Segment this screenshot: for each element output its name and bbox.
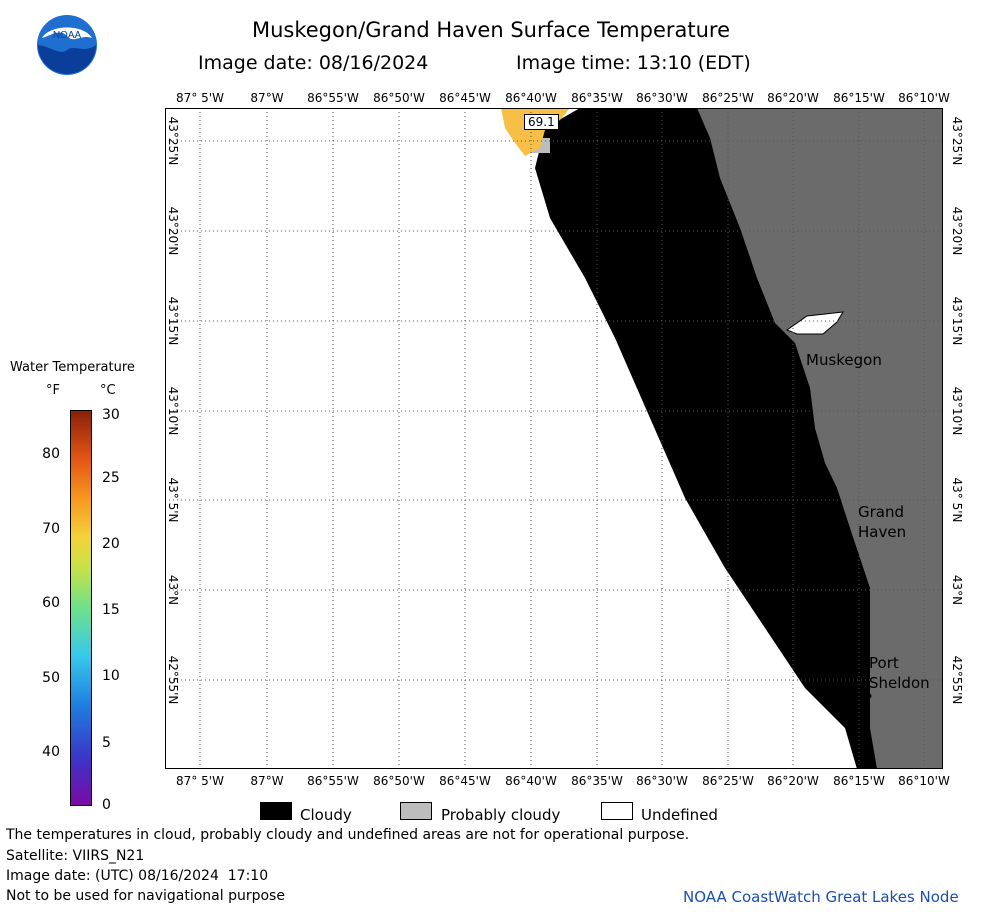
page-title: Muskegon/Grand Haven Surface Temperature — [251, 18, 731, 42]
lat-label-left: 43°N — [166, 574, 180, 606]
place-port-sheldon-1: Port — [869, 654, 899, 672]
lon-label-top: 87°W — [250, 91, 284, 105]
lon-label-bottom: 86°10'W — [898, 774, 950, 788]
legend-f-tick: 40 — [42, 744, 60, 760]
lon-label-top: 86°45'W — [439, 91, 491, 105]
key-undefined-swatch — [601, 802, 633, 820]
lon-label-top: 86°10'W — [898, 91, 950, 105]
lat-label-left: 43° 5'N — [166, 477, 180, 523]
lon-label-top: 86°25'W — [702, 91, 754, 105]
legend-title: Water Temperature — [10, 360, 135, 375]
lon-label-top: 86°55'W — [307, 91, 359, 105]
lon-label-top: 86°20'W — [767, 91, 819, 105]
lon-label-top: 86°35'W — [571, 91, 623, 105]
lat-label-right: 43°10'N — [950, 386, 964, 436]
lon-label-top: 86°50'W — [373, 91, 425, 105]
lon-label-bottom: 86°55'W — [307, 774, 359, 788]
lon-label-bottom: 86°25'W — [702, 774, 754, 788]
lon-label-bottom: 86°50'W — [373, 774, 425, 788]
place-grand-haven-2: Haven — [858, 523, 907, 541]
legend-unit-c: °C — [100, 383, 116, 398]
lon-label-bottom: 86°35'W — [571, 774, 623, 788]
place-muskegon: Muskegon — [806, 351, 882, 369]
lon-label-bottom: 86°45'W — [439, 774, 491, 788]
map-frame — [165, 108, 943, 769]
legend-unit-f: °F — [46, 383, 60, 398]
lon-label-bottom: 86°15'W — [833, 774, 885, 788]
map-svg — [165, 108, 943, 769]
key-probably-cloudy-label: Probably cloudy — [441, 806, 561, 824]
lat-label-right: 43°20'N — [950, 206, 964, 256]
legend-c-tick: 15 — [102, 602, 120, 618]
footer-utc-date: Image date: (UTC) 08/16/2024 17:10 — [6, 868, 269, 884]
place-grand-haven-1: Grand — [858, 503, 905, 521]
image-time: Image time: 13:10 (EDT) — [516, 52, 751, 74]
footer-satellite: Satellite: VIIRS_N21 — [6, 848, 145, 864]
lon-label-top: 87° 5'W — [176, 91, 224, 105]
lat-label-right: 42°55'N — [950, 655, 964, 705]
noaa-logo-text: NOAA — [53, 30, 82, 41]
lon-label-bottom: 87° 5'W — [176, 774, 224, 788]
lon-label-bottom: 86°30'W — [636, 774, 688, 788]
legend-f-tick: 80 — [42, 446, 60, 462]
lat-label-left: 43°10'N — [166, 386, 180, 436]
lon-label-bottom: 87°W — [250, 774, 284, 788]
lat-label-right: 43°N — [950, 574, 964, 606]
lon-label-bottom: 86°40'W — [505, 774, 557, 788]
image-date: Image date: 08/16/2024 — [198, 52, 429, 74]
lon-label-top: 86°30'W — [636, 91, 688, 105]
key-cloudy-label: Cloudy — [300, 806, 352, 824]
legend-f-tick: 60 — [42, 595, 60, 611]
legend-c-tick: 5 — [102, 735, 111, 751]
lat-label-left: 43°20'N — [166, 206, 180, 256]
pier — [785, 311, 844, 335]
lon-label-top: 86°40'W — [505, 91, 557, 105]
noaa-logo: NOAA — [36, 14, 98, 76]
footer-credit: NOAA CoastWatch Great Lakes Node — [683, 888, 959, 906]
legend-c-tick: 25 — [102, 470, 120, 486]
legend-c-tick: 0 — [102, 797, 111, 813]
lat-label-left: 43°15'N — [166, 296, 180, 346]
lat-label-left: 43°25'N — [166, 116, 180, 166]
lat-label-right: 43° 5'N — [950, 477, 964, 523]
cloud-area — [535, 108, 877, 769]
key-cloudy-swatch — [260, 802, 292, 820]
legend-f-tick: 70 — [42, 521, 60, 537]
temp-label: 69.1 — [528, 115, 555, 129]
footer-nav-warning: Not to be used for navigational purpose — [6, 888, 285, 904]
port-sheldon-dot — [866, 693, 872, 699]
color-scale-bar — [70, 410, 92, 806]
legend-c-tick: 10 — [102, 668, 120, 684]
temp-label-box: 69.1 — [524, 114, 559, 130]
key-undefined-label: Undefined — [641, 806, 718, 824]
lon-label-bottom: 86°20'W — [767, 774, 819, 788]
place-port-sheldon-2: Sheldon — [869, 674, 930, 692]
legend-f-tick: 50 — [42, 670, 60, 686]
legend-c-tick: 20 — [102, 536, 120, 552]
lon-label-top: 86°15'W — [833, 91, 885, 105]
subtitle: Image date: 08/16/2024 Image time: 13:10… — [0, 52, 982, 76]
lat-label-right: 43°25'N — [950, 116, 964, 166]
footer-disclaimer: The temperatures in cloud, probably clou… — [6, 827, 690, 843]
lat-label-right: 43°15'N — [950, 296, 964, 346]
key-probably-cloudy-swatch — [400, 802, 432, 820]
lat-label-left: 42°55'N — [166, 655, 180, 705]
land-area — [695, 108, 943, 769]
legend-c-tick: 30 — [102, 407, 120, 423]
